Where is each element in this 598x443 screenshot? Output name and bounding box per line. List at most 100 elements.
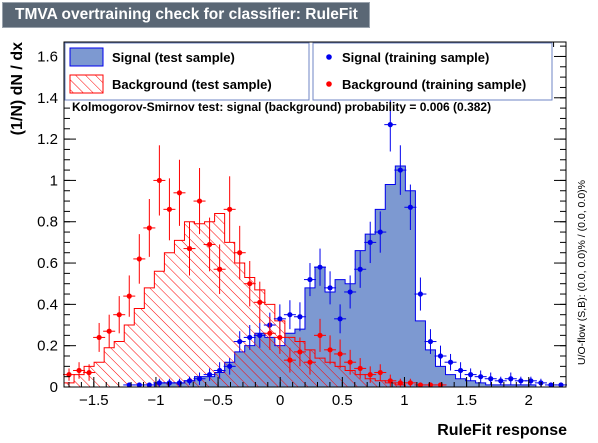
signal-train-point — [297, 314, 303, 320]
x-tick-label: −0.5 — [203, 392, 233, 409]
signal-train-point — [518, 378, 524, 384]
y-tick-label: 0.2 — [37, 338, 58, 355]
y-tick-label: 0.4 — [37, 296, 58, 313]
x-tick-label: 0 — [276, 392, 284, 409]
signal-train-point — [427, 338, 434, 345]
legend-signal-test-label: Signal (test sample) — [112, 50, 235, 65]
background-train-point — [397, 380, 403, 386]
background-train-point — [417, 382, 424, 388]
signal-train-point — [277, 316, 283, 322]
x-tick-label: 1.5 — [456, 392, 477, 409]
signal-train-point — [227, 363, 233, 369]
signal-train-point — [136, 382, 142, 388]
background-train-point — [217, 266, 223, 272]
background-train-point — [247, 281, 253, 287]
x-tick-label: 0.5 — [332, 392, 353, 409]
signal-train-point — [367, 239, 373, 245]
background-train-point — [337, 351, 343, 357]
background-train-point — [257, 299, 263, 305]
background-train-point — [327, 347, 333, 353]
background-train-point — [287, 357, 293, 363]
signal-train-point — [397, 167, 403, 173]
background-train-point — [86, 369, 92, 376]
signal-train-point — [156, 380, 162, 386]
background-train-point — [307, 359, 313, 365]
signal-train-point — [327, 285, 333, 291]
y-tick-label: 0.6 — [37, 255, 58, 272]
signal-train-point — [126, 382, 132, 388]
background-train-point — [227, 206, 233, 212]
window-title-bar: TMVA overtraining check for classifier: … — [2, 2, 370, 28]
signal-train-point — [548, 382, 554, 388]
background-train-point — [156, 177, 162, 184]
background-train-point — [277, 334, 283, 341]
ks-test-label: Kolmogorov-Smirnov test: signal (backgro… — [72, 100, 491, 114]
signal-train-point — [237, 338, 243, 345]
signal-train-point — [196, 376, 203, 382]
background-train-point — [106, 328, 112, 334]
signal-train-point — [247, 334, 253, 341]
background-train-point — [136, 256, 142, 262]
background-train-point — [186, 245, 193, 252]
legend-box-right — [312, 42, 553, 101]
signal-train-point — [528, 378, 534, 384]
y-tick-label: 0.8 — [37, 214, 58, 231]
signal-train-point — [217, 367, 223, 374]
x-axis-label: RuleFit response — [437, 422, 567, 439]
signal-train-point — [206, 372, 213, 378]
legend-background-test-label: Background (test sample) — [112, 77, 272, 92]
background-train-point — [146, 225, 152, 231]
signal-train-point — [558, 382, 564, 388]
y-tick-label: 1 — [50, 172, 58, 189]
x-tick-label: 2 — [525, 392, 533, 409]
y-tick-label: 1.2 — [37, 131, 58, 148]
legend: Signal (test sample) Background (test sam… — [64, 42, 553, 101]
window-title: TMVA overtraining check for classifier: … — [15, 6, 358, 23]
background-train-point — [166, 206, 173, 212]
background-train-point — [297, 349, 303, 355]
legend-background-train-label: Background (training sample) — [342, 77, 526, 92]
legend-signal-test-swatch — [69, 47, 104, 67]
background-train-point — [96, 334, 102, 341]
signal-train-point — [166, 380, 173, 386]
background-train-point — [367, 372, 373, 378]
signal-train-point — [437, 353, 444, 359]
y-axis-label: (1/N) dN / dx — [9, 42, 26, 135]
background-train-point — [76, 367, 82, 374]
plot-area — [63, 97, 567, 388]
signal-train-point — [337, 316, 343, 322]
signal-train-point — [417, 291, 424, 297]
background-train-points — [63, 145, 447, 388]
signal-train-point — [357, 266, 363, 272]
x-tick-label: −1.5 — [79, 392, 109, 409]
background-train-point — [196, 198, 203, 204]
background-train-point — [176, 190, 183, 196]
signal-train-point — [257, 332, 263, 338]
background-train-point — [347, 359, 353, 365]
y-tick-label: 0 — [50, 379, 58, 396]
signal-train-points — [123, 97, 567, 388]
signal-train-point — [387, 122, 393, 128]
overflow-label: U/O-flow (S,B): (0.0, 0.0)% / (0.0, 0.0)… — [576, 180, 588, 365]
background-train-point — [126, 293, 132, 299]
signal-train-point — [287, 312, 293, 318]
signal-train-point — [407, 204, 413, 210]
background-train-point — [116, 312, 122, 318]
y-tick-label: 1.4 — [37, 90, 58, 107]
y-tick-label: 1.6 — [37, 48, 58, 65]
background-train-point — [407, 380, 413, 386]
signal-train-point — [457, 367, 464, 374]
legend-signal-train-marker — [326, 54, 332, 60]
signal-train-point — [508, 376, 514, 382]
signal-train-point — [307, 276, 313, 283]
signal-train-point — [488, 376, 494, 382]
background-train-point — [66, 372, 72, 378]
plot-frame — [63, 41, 567, 388]
signal-train-point — [468, 372, 474, 378]
legend-background-train-marker — [326, 81, 332, 87]
background-train-point — [377, 369, 383, 376]
signal-train-point — [498, 378, 504, 384]
x-tick-label: 1 — [400, 392, 408, 409]
background-train-point — [317, 332, 323, 338]
signal-train-point — [447, 359, 454, 365]
